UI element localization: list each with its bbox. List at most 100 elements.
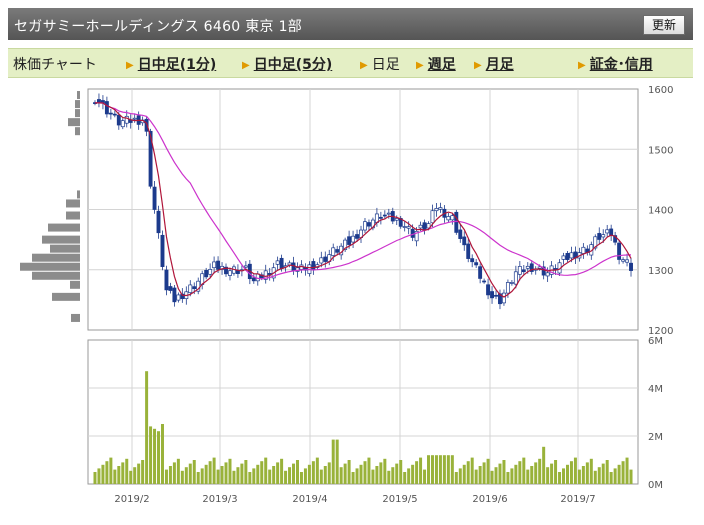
price-tick-label: 1600 [648,85,673,96]
volume-bar [160,424,164,484]
candle-body [597,233,602,240]
tab-intraday-5min[interactable]: ▶ 日中足(5分) [242,54,332,74]
candle-body [430,210,435,224]
volume-bar [407,468,411,484]
volume-bar [371,469,375,484]
tab-label: 証金･信用 [589,57,653,73]
tab-monthly[interactable]: ▶ 月足 [474,54,514,74]
volume-profile-bar [75,127,80,136]
candle-body [204,270,209,278]
volume-bar [105,461,109,484]
volume-bar [613,468,617,484]
volume-bar [299,472,303,484]
candle-body [192,286,197,290]
candle-body [279,257,284,269]
candle-body [116,114,121,126]
volume-bar [454,472,458,484]
x-tick-label: 2019/7 [560,494,595,505]
candle-body [168,286,173,291]
volume-bar [450,455,454,484]
volume-bar [164,469,168,484]
volume-bar [180,470,184,484]
volume-bar [391,467,395,484]
volume-bar [121,462,125,484]
refresh-button[interactable]: 更新 [643,15,685,35]
candle-body [382,214,387,217]
arrow-right-icon: ▶ [474,60,482,71]
tab-intraday-1min[interactable]: ▶ 日中足(1分) [126,54,216,74]
volume-bars [93,371,633,484]
moving-average-long [95,102,632,280]
volume-bar [403,472,407,484]
stock-title: セガサミーホールディングス 6460 東京 1部 [14,19,303,35]
volume-bar [288,467,292,484]
volume-bar [168,466,172,484]
volume-bar [93,472,97,484]
volume-bar [550,463,554,484]
candle-body [351,235,356,243]
volume-bar [625,457,629,484]
x-tick-label: 2019/4 [292,494,327,505]
volume-bar [442,455,446,484]
candle-body [176,294,181,301]
volume-bar [284,470,288,484]
volume-bar [423,469,427,484]
volume-bar [363,461,367,484]
volume-bar [276,462,280,484]
tab-stock-chart: 株価チャート [13,54,97,74]
volume-bar [125,458,129,484]
candle-body [152,186,157,210]
candle-body [148,130,153,187]
volume-bar [470,457,474,484]
volume-bar [347,460,351,484]
arrow-right-icon: ▶ [578,60,586,71]
volume-bar [204,464,208,484]
tab-label: 日足 [371,57,400,73]
tab-daily: ▶ 日足 [360,54,400,74]
volume-bar [593,470,597,484]
candle-body [331,247,336,256]
volume-bar [176,458,180,484]
volume-bar [351,472,355,484]
candle-body [482,280,487,283]
volume-bar [228,458,232,484]
arrow-right-icon: ▶ [360,60,368,71]
volume-bar [498,463,502,484]
x-tick-label: 2019/2 [114,494,149,505]
candle-body [462,236,467,246]
volume-bar [149,426,153,484]
candle-body [502,292,506,304]
candle-body [363,221,367,231]
volume-bar [113,469,117,484]
volume-bar [295,460,299,484]
volume-profile-bar [77,190,80,199]
x-tick-label: 2019/3 [202,494,237,505]
volume-bar [339,467,343,484]
volume-tick-label: 6M [648,336,663,347]
volume-bar [558,472,562,484]
volume-bar [260,461,264,484]
tab-weekly[interactable]: ▶ 週足 [416,54,456,74]
volume-bar [514,464,518,484]
candle-body [120,120,125,128]
tab-label: 株価チャート [13,57,97,73]
candle-body [434,208,439,212]
volume-bar [184,467,188,484]
volume-bar [280,458,284,484]
candle-body [537,266,542,269]
candle-body [545,272,550,277]
candle-body [104,101,109,115]
volume-tick-label: 0M [648,480,663,491]
candle-body [565,253,570,260]
candle-body [180,293,185,300]
volume-bar [101,464,105,484]
candle-body [521,269,526,273]
volume-bar [224,462,228,484]
candle-body [593,236,598,249]
tab-margin-credit[interactable]: ▶ 証金･信用 [578,54,653,74]
volume-bar [569,461,573,484]
volume-bar [530,466,534,484]
candle-body [454,211,459,233]
volume-bar [581,466,585,484]
volume-profile-bar [48,223,80,232]
